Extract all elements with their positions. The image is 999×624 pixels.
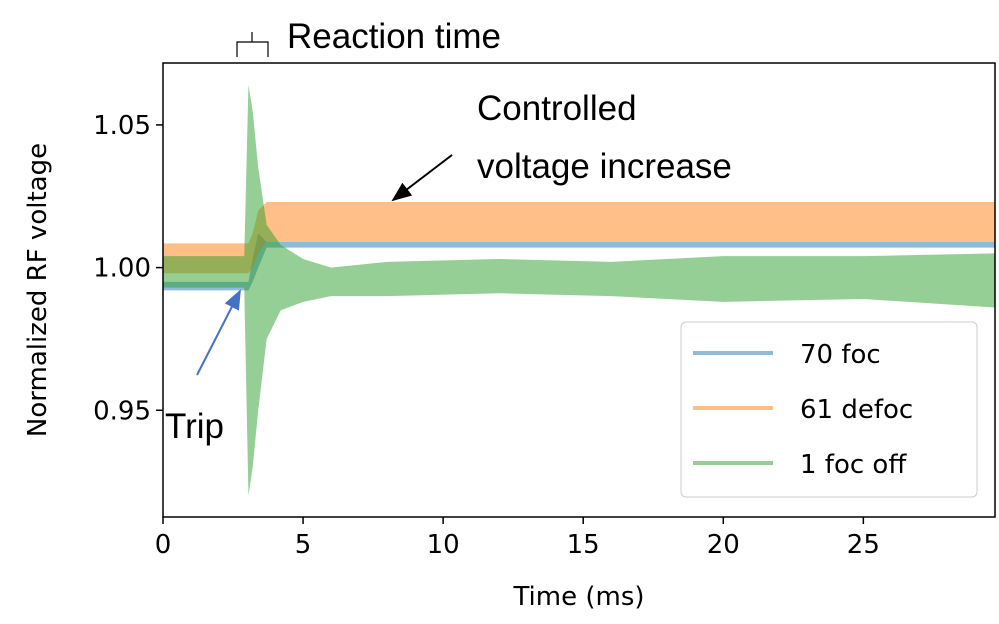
reaction-annotation: Reaction time — [287, 17, 501, 56]
series-band — [163, 201, 995, 274]
x-tick-label: 5 — [295, 530, 312, 560]
legend-label: 70 foc — [800, 340, 881, 370]
legend-label: 1 foc off — [800, 450, 907, 480]
legend-box — [680, 321, 978, 498]
x-tick-label: 10 — [427, 530, 460, 560]
x-tick-label: 25 — [847, 530, 880, 560]
x-tick-label: 15 — [567, 530, 600, 560]
series-band — [163, 84, 995, 496]
y-tick-label: 1.05 — [93, 111, 151, 141]
axes-frame — [162, 62, 996, 518]
y-tick-label: 0.95 — [93, 396, 151, 426]
x-tick-label: 20 — [707, 530, 740, 560]
trip-annotation: Trip — [165, 407, 224, 446]
x-tick-label: 0 — [155, 530, 172, 560]
y-tick-label: 1.00 — [93, 254, 151, 284]
x-axis-label: Time (ms) — [512, 582, 644, 612]
legend: 70 foc 61 defoc 1 foc off — [680, 321, 978, 498]
annotation-arrow — [391, 154, 453, 202]
reaction-bracket — [236, 32, 269, 57]
legend-label: 61 defoc — [800, 395, 913, 425]
controlled-annotation: Controlled — [477, 89, 637, 128]
trip-arrow — [196, 289, 241, 376]
y-axis-label: Normalized RF voltage — [23, 143, 53, 437]
controlled-annotation: voltage increase — [477, 147, 732, 186]
series-band — [163, 233, 995, 291]
plot-area — [163, 84, 995, 496]
